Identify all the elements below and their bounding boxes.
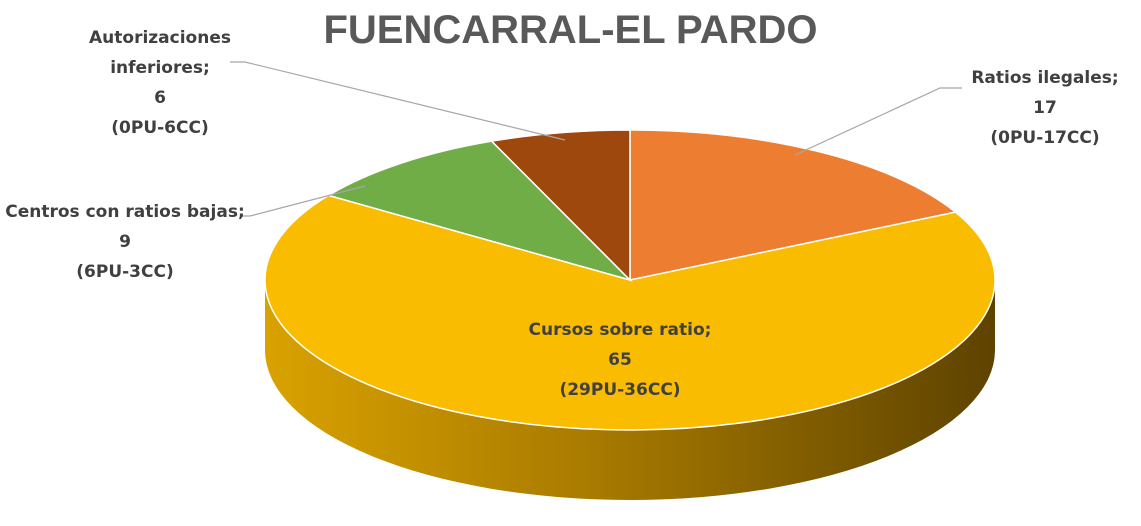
data-label: Ratios ilegales; 17 (0PU-17CC) xyxy=(945,63,1141,153)
label-value: 6 xyxy=(154,88,166,108)
label-category: Cursos sobre ratio; xyxy=(528,320,712,340)
pie-slice xyxy=(490,129,631,282)
leader-lines xyxy=(230,61,962,217)
leader-line xyxy=(230,61,566,141)
pie-side xyxy=(265,280,995,500)
label-detail: (0PU-6CC) xyxy=(111,118,209,138)
data-label: Cursos sobre ratio; 65 (29PU-36CC) xyxy=(470,315,770,405)
label-detail: (6PU-3CC) xyxy=(76,262,174,282)
data-label: Autorizaciones inferiores; 6 (0PU-6CC) xyxy=(65,23,255,143)
label-category: Ratios ilegales; xyxy=(971,68,1119,88)
label-detail: (0PU-17CC) xyxy=(990,128,1100,148)
leader-line xyxy=(240,185,366,217)
pie-slice xyxy=(264,194,996,431)
chart-title: FUENCARRAL-EL PARDO xyxy=(323,8,818,52)
label-value: 17 xyxy=(1033,98,1057,118)
data-label: Centros con ratios bajas; 9 (6PU-3CC) xyxy=(0,197,250,287)
label-category: Centros con ratios bajas; xyxy=(5,202,245,222)
label-detail: (29PU-36CC) xyxy=(559,380,681,400)
leader-line xyxy=(794,87,962,156)
label-value: 9 xyxy=(119,232,131,252)
label-category: Autorizaciones inferiores; xyxy=(89,28,231,78)
pie-slice xyxy=(326,140,633,282)
pie-slice xyxy=(629,129,958,281)
label-value: 65 xyxy=(608,350,632,370)
